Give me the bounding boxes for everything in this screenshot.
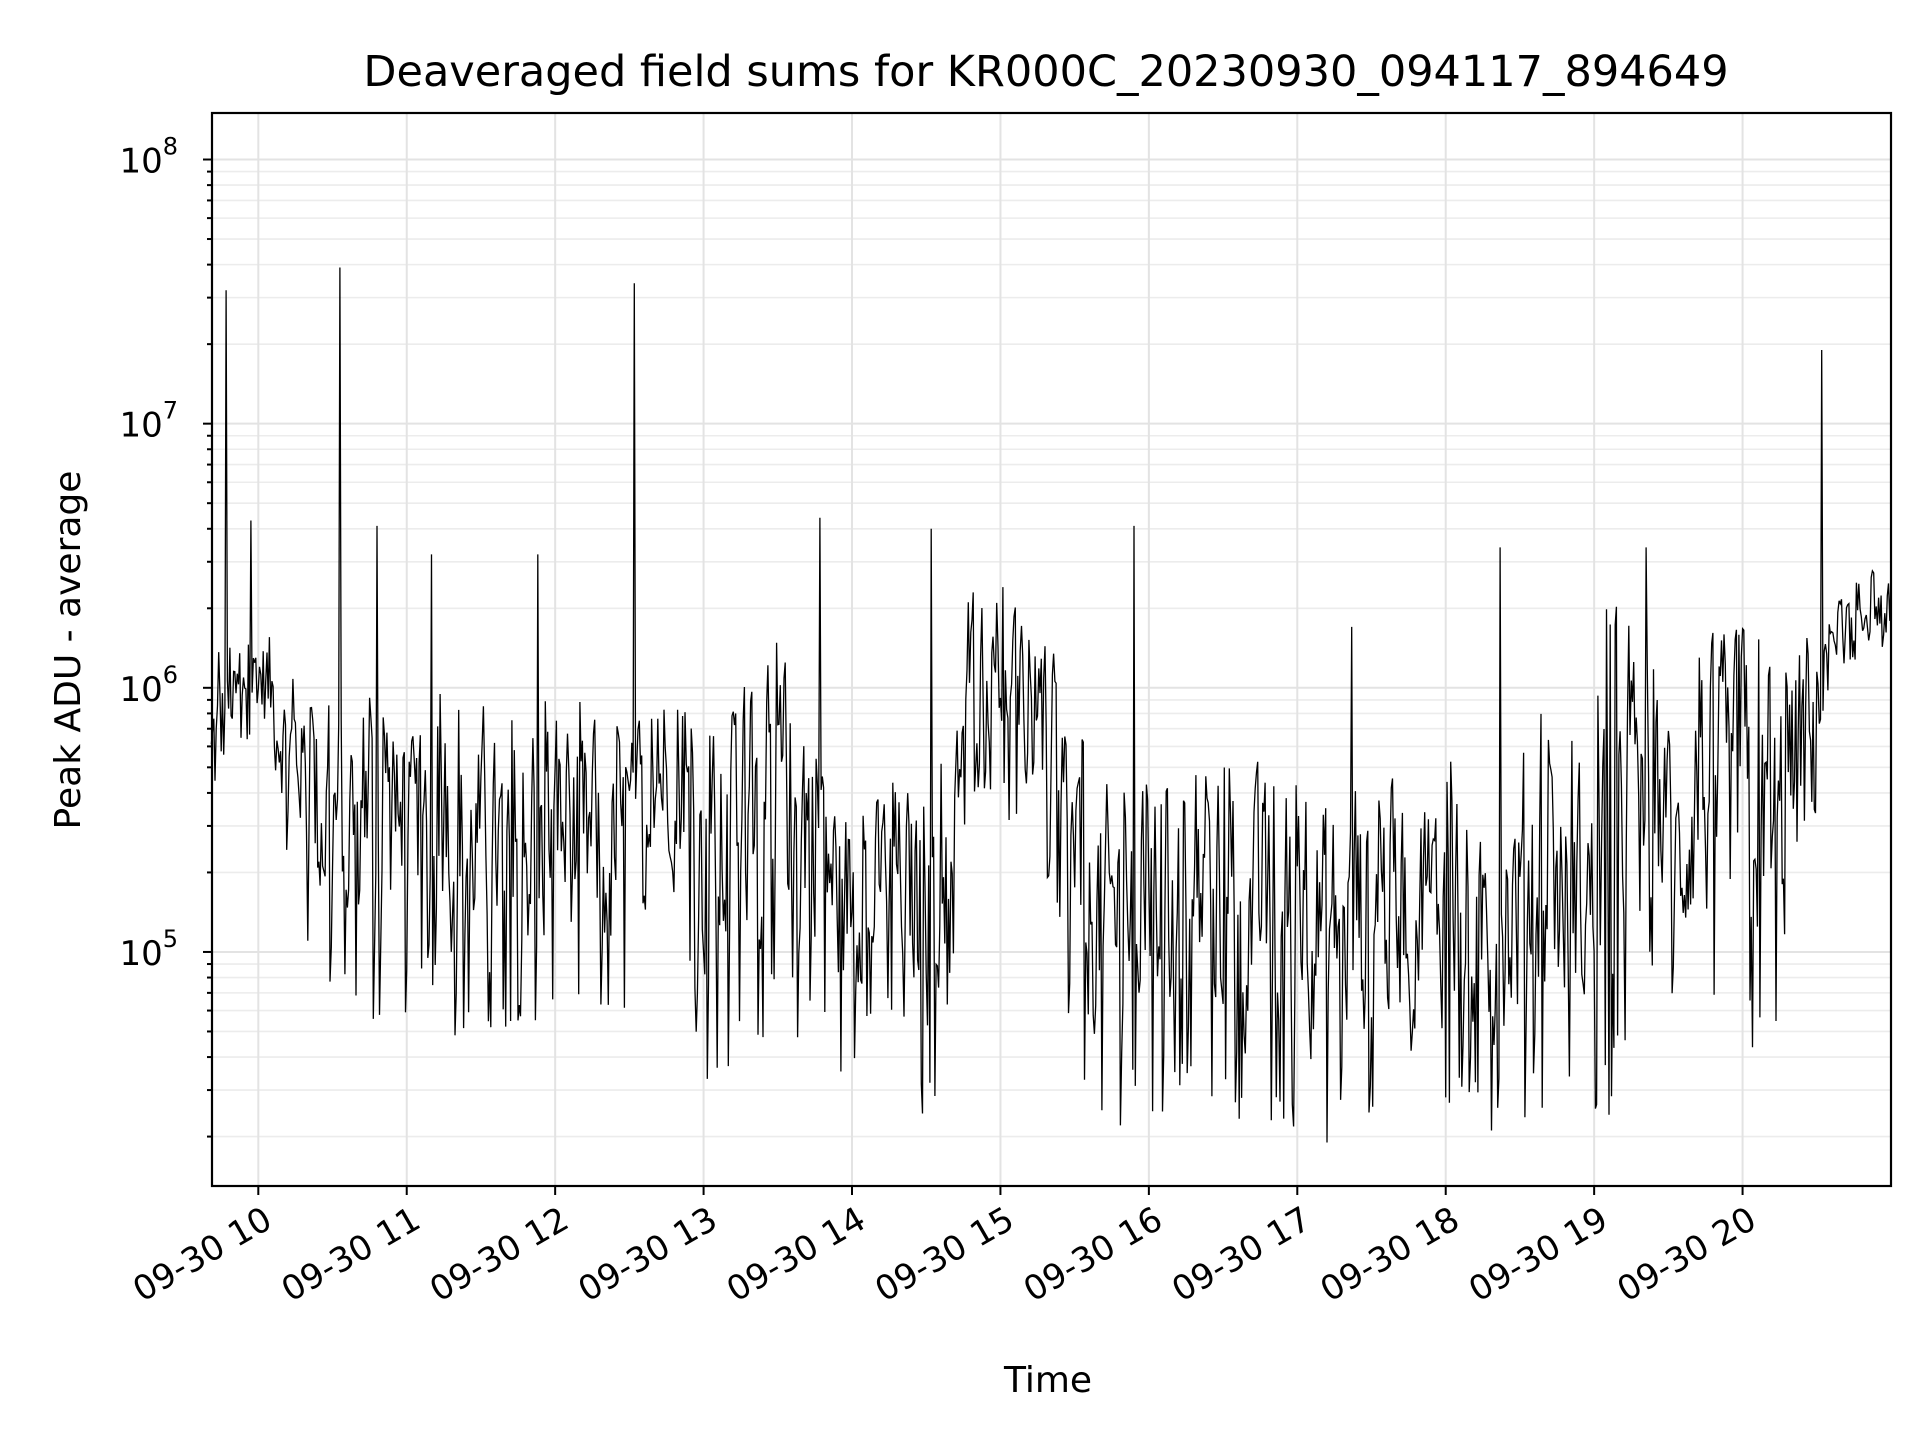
y-tick-label: 105 [119, 925, 178, 974]
data-series [210, 267, 1892, 1143]
y-tick-exponent: 7 [163, 397, 178, 425]
y-tick-exponent: 5 [163, 925, 178, 953]
y-tick-label: 106 [119, 661, 178, 710]
plot-frame [210, 111, 1893, 1188]
series-line [210, 267, 1892, 1143]
y-tick-exponent: 8 [163, 133, 178, 161]
y-tick-mantissa: 10 [119, 406, 162, 446]
chart-title: Deaveraged field sums for KR000C_2023093… [363, 47, 1728, 97]
y-tick-mantissa: 10 [119, 934, 162, 974]
y-tick-label: 107 [119, 397, 178, 446]
y-tick-mantissa: 10 [119, 142, 162, 182]
x-axis-label: Time [1003, 1360, 1092, 1401]
y-tick-exponent: 6 [163, 661, 178, 689]
y-tick-mantissa: 10 [119, 670, 162, 710]
y-tick-label: 108 [119, 133, 178, 182]
y-axis-label: Peak ADU - average [48, 471, 89, 830]
